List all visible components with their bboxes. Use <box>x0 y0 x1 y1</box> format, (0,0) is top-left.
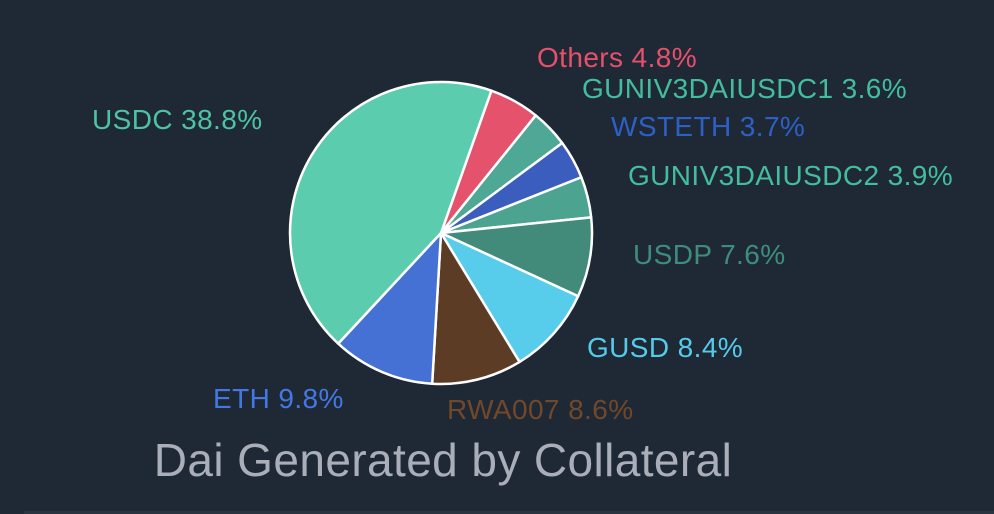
pie-slice-eth[interactable] <box>336 231 443 385</box>
pie-slice-rwa007[interactable] <box>430 231 521 386</box>
chart-title: Dai Generated by Collateral <box>153 434 733 486</box>
bottom-edge-divider <box>24 511 994 514</box>
pie-slice-gusd[interactable] <box>439 231 580 364</box>
pie-slice-usdc[interactable] <box>288 80 493 345</box>
